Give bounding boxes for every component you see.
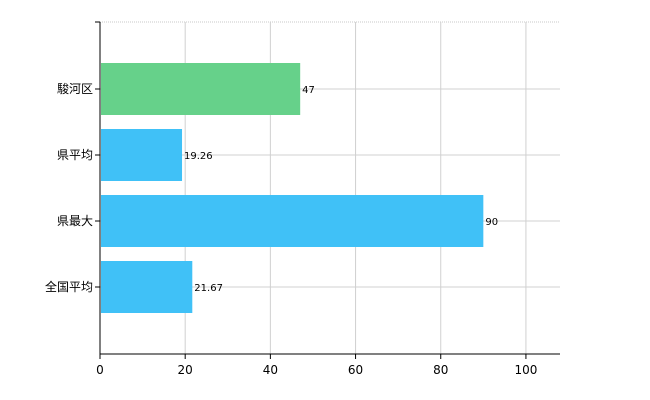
data-label: 19.26 bbox=[184, 151, 213, 162]
bar bbox=[101, 261, 193, 313]
x-tick-label: 60 bbox=[348, 363, 363, 377]
x-tick-label: 20 bbox=[178, 363, 193, 377]
y-category-label: 県最大 bbox=[57, 214, 93, 228]
bar bbox=[101, 129, 183, 181]
y-category-label: 全国平均 bbox=[45, 279, 93, 294]
data-label: 47 bbox=[302, 85, 315, 96]
x-tick-label: 100 bbox=[514, 363, 537, 377]
y-category-label: 県平均 bbox=[57, 148, 93, 162]
x-tick-label: 40 bbox=[263, 363, 278, 377]
data-labels: 47 19.26 90 21.67 bbox=[184, 85, 498, 294]
axes bbox=[99, 22, 560, 355]
bars bbox=[101, 63, 484, 313]
bar bbox=[101, 195, 484, 247]
data-label: 21.67 bbox=[194, 283, 223, 294]
bar bbox=[101, 63, 301, 115]
x-axis-ticks: 0 20 40 60 80 100 bbox=[96, 354, 537, 377]
x-tick-label: 0 bbox=[96, 363, 104, 377]
data-label: 90 bbox=[485, 217, 498, 228]
y-category-label: 駿河区 bbox=[57, 82, 93, 96]
x-tick-label: 80 bbox=[433, 363, 448, 377]
